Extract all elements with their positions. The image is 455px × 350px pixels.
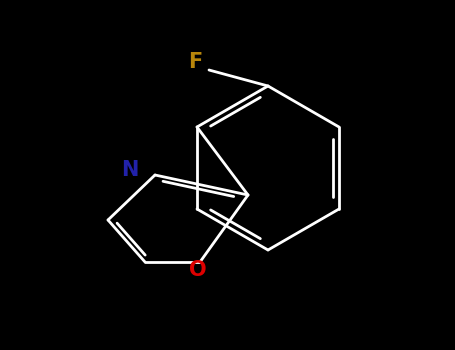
Text: O: O <box>189 260 207 280</box>
Text: N: N <box>121 160 139 180</box>
Text: F: F <box>188 52 202 72</box>
